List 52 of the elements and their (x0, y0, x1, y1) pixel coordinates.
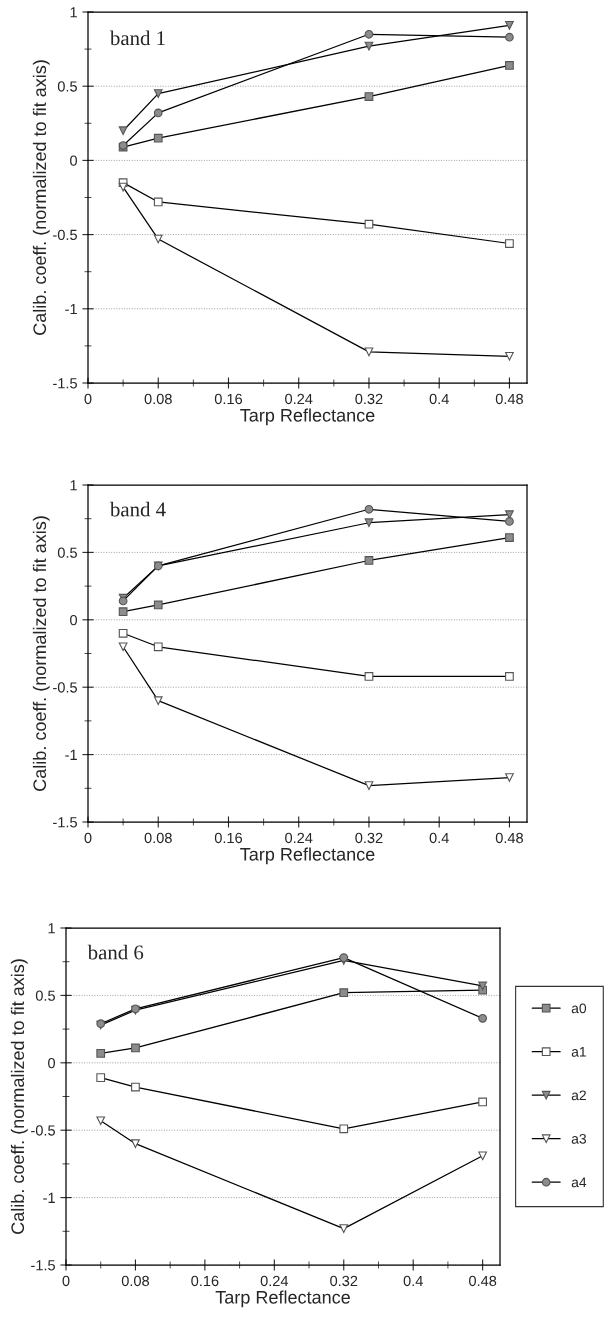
annotation: band 6 (87, 944, 144, 960)
x-tick-label: 0.08 (144, 393, 172, 405)
y-tick-label: -0.5 (31, 1125, 55, 1136)
y-tick-label: -0.5 (53, 229, 77, 241)
legend-label: a4 (571, 1177, 587, 1188)
y-tick-label: -1.5 (53, 817, 77, 828)
y-axis-title: Calib. coeff. (normalized to fit axis) (32, 516, 50, 791)
y-tick-label: 0 (48, 1057, 56, 1069)
x-axis-title: Tarp Reflectance (240, 408, 375, 426)
y-tick-label: 1 (70, 7, 77, 18)
x-tick-label: 0.24 (260, 1275, 289, 1287)
y-axis-title: Calib. coeff. (normalized to fit axis) (10, 959, 28, 1234)
x-tick-label: 0.16 (214, 832, 243, 844)
x-axis-title: Tarp Reflectance (240, 847, 375, 865)
x-tick-label: 0.08 (144, 832, 172, 844)
x-tick-label: 0.4 (403, 1275, 423, 1287)
x-tick-label: 0 (84, 832, 92, 844)
legend-label: a3 (571, 1133, 587, 1144)
y-tick-label: -1 (65, 304, 77, 315)
annotation: band 4 (109, 501, 166, 517)
y-tick-label: -1.5 (53, 378, 77, 389)
x-tick-label: 0.4 (429, 832, 449, 844)
y-tick-label: -1.5 (31, 1260, 55, 1271)
x-tick-label: 0.48 (495, 832, 523, 844)
x-tick-label: 0.24 (285, 393, 313, 405)
y-tick-label: 0 (70, 614, 78, 626)
y-tick-label: 0 (70, 155, 78, 166)
y-tick-label: 0.5 (35, 990, 55, 1001)
x-tick-label: 0.32 (355, 832, 383, 844)
x-tick-label: 0.08 (121, 1275, 149, 1287)
x-tick-label: 0.32 (355, 393, 383, 405)
y-tick-label: -1 (65, 749, 77, 760)
y-tick-label: -1 (43, 1192, 55, 1203)
x-axis-title: Tarp Reflectance (215, 1290, 350, 1308)
legend-label: a2 (571, 1090, 586, 1101)
x-tick-label: 0.16 (214, 393, 243, 405)
x-tick-label: 0.16 (191, 1275, 219, 1287)
x-tick-label: 0.48 (469, 1275, 497, 1287)
y-tick-label: -0.5 (53, 682, 77, 693)
x-tick-label: 0 (84, 393, 92, 405)
annotation: band 1 (109, 30, 165, 46)
x-tick-label: 0.48 (495, 393, 523, 405)
y-tick-label: 0.5 (57, 81, 77, 92)
x-tick-label: 0.32 (330, 1275, 358, 1287)
x-tick-label: 0.4 (429, 393, 449, 405)
legend-label: a1 (571, 1047, 586, 1057)
y-axis-title: Calib. coeff. (normalized to fit axis) (32, 60, 50, 335)
x-tick-label: 0.24 (285, 832, 313, 844)
y-tick-label: 1 (70, 480, 77, 491)
y-tick-label: 0.5 (57, 547, 77, 558)
y-tick-label: 1 (48, 923, 55, 934)
legend-label: a0 (571, 1003, 587, 1014)
